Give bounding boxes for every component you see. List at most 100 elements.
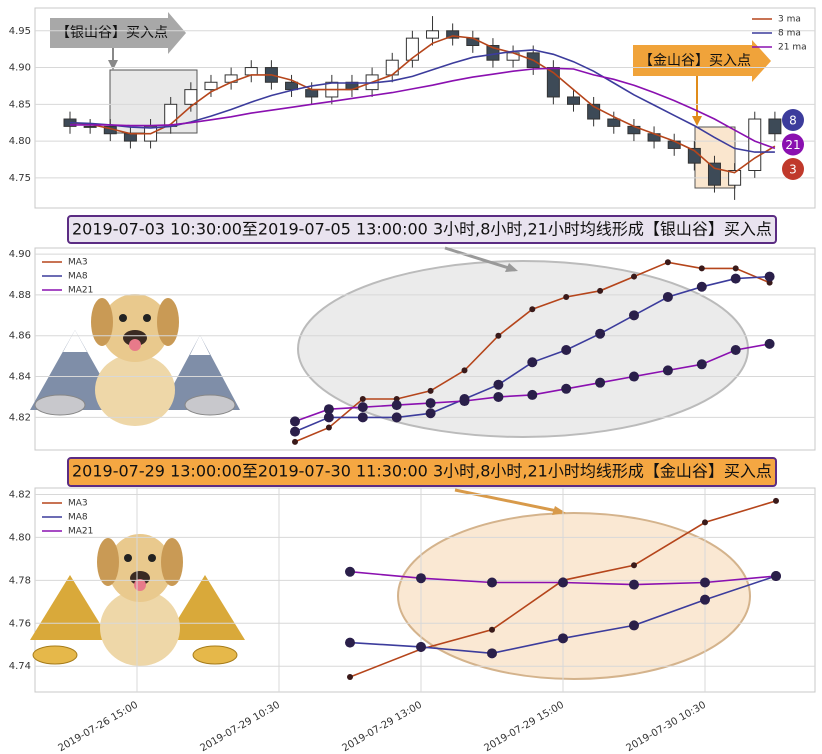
- title-box: [67, 457, 777, 487]
- x-tick-label: 2019-07-30 10:30: [624, 700, 708, 754]
- candle-body: [405, 37, 419, 61]
- point: [425, 408, 436, 419]
- dog-mouth: [130, 571, 150, 585]
- candle-body: [385, 59, 399, 76]
- point: [698, 265, 705, 272]
- silver-ingot: [184, 394, 236, 416]
- point: [561, 345, 572, 356]
- candle-body: [446, 30, 460, 39]
- highlight: [397, 512, 751, 680]
- point: [493, 391, 504, 402]
- badge-label: 21: [785, 138, 800, 152]
- point: [290, 426, 300, 437]
- point: [629, 620, 639, 631]
- point: [563, 293, 570, 300]
- point: [357, 402, 368, 413]
- point: [391, 400, 402, 411]
- candle-body: [244, 67, 258, 76]
- gold-label-bg: [633, 40, 771, 82]
- y-tick-label: 4.90: [9, 249, 31, 260]
- y-tick-label: 4.82: [9, 489, 31, 500]
- point: [527, 389, 538, 400]
- legend-label: MA3: [68, 499, 88, 509]
- point: [629, 371, 639, 382]
- y-tick-label: 4.86: [9, 331, 31, 342]
- annotation: 【金山谷】买入点: [639, 53, 751, 69]
- point: [489, 626, 495, 633]
- y-tick-label: 4.80: [9, 532, 31, 543]
- y-tick-label: 4.82: [9, 412, 31, 423]
- candle-body: [184, 89, 198, 105]
- point: [662, 365, 673, 376]
- point: [558, 577, 568, 588]
- dog-head: [101, 294, 169, 362]
- dog-eye: [143, 314, 151, 322]
- dog-eye: [148, 554, 156, 562]
- candle-body: [204, 81, 218, 91]
- y-tick-label: 4.74: [9, 661, 31, 672]
- mountain: [160, 335, 240, 410]
- point: [495, 332, 502, 339]
- point: [427, 387, 434, 394]
- snow: [63, 330, 87, 352]
- point: [700, 577, 710, 588]
- y-tick-label: 4.95: [9, 26, 31, 37]
- point: [359, 395, 366, 402]
- point: [487, 648, 497, 659]
- point: [416, 573, 426, 584]
- dog-ear: [91, 298, 113, 346]
- candle-body: [728, 170, 742, 186]
- point: [292, 438, 298, 445]
- point: [696, 359, 707, 370]
- point: [764, 271, 775, 282]
- point: [730, 273, 741, 284]
- dog-ear: [161, 538, 183, 586]
- dog-body: [95, 354, 175, 426]
- legend-label: 21 ma: [778, 43, 807, 53]
- ma-line: [69, 35, 776, 174]
- y-tick-label: 4.76: [9, 618, 31, 629]
- x-tick-label: 2019-07-29 15:00: [482, 700, 566, 754]
- badge: [782, 158, 804, 180]
- point: [493, 379, 504, 390]
- point: [595, 377, 606, 388]
- point: [357, 412, 368, 423]
- arrow-head: [108, 60, 118, 70]
- y-tick-label: 4.78: [9, 575, 31, 586]
- pointer-arrow: [444, 246, 516, 272]
- legend-label: MA3: [68, 258, 88, 268]
- y-tick-label: 4.90: [9, 63, 31, 74]
- candle-body: [607, 118, 621, 127]
- point: [345, 566, 355, 577]
- y-tick-label: 4.75: [9, 173, 31, 184]
- y-tick-label: 4.88: [9, 290, 31, 301]
- chart-title: 2019-07-29 13:00:00至2019-07-30 11:30:00 …: [72, 462, 772, 481]
- point: [696, 281, 707, 292]
- gold-ingot: [32, 645, 78, 665]
- point: [595, 328, 606, 339]
- legend-label: MA8: [68, 513, 88, 523]
- point: [347, 673, 353, 680]
- dog-ear: [157, 298, 179, 346]
- point: [629, 310, 639, 321]
- highlight: [297, 260, 749, 438]
- point: [425, 398, 436, 409]
- point: [323, 412, 334, 423]
- dog-mouth: [123, 330, 147, 346]
- dog-eye: [119, 314, 127, 322]
- x-tick-label: 2019-07-29 13:00: [340, 700, 424, 754]
- candle-body: [285, 81, 299, 91]
- ma-line: [70, 67, 776, 150]
- point: [416, 641, 426, 652]
- badge: [782, 133, 804, 156]
- arrow-head: [692, 116, 702, 126]
- y-tick-label: 4.84: [9, 372, 31, 383]
- point: [391, 412, 402, 423]
- y-tick-label: 4.80: [9, 136, 31, 147]
- point: [702, 519, 708, 526]
- gold-ingot: [192, 645, 238, 665]
- pointer-arrow: [454, 488, 563, 514]
- candle-body: [748, 118, 762, 171]
- candle-body: [83, 125, 97, 128]
